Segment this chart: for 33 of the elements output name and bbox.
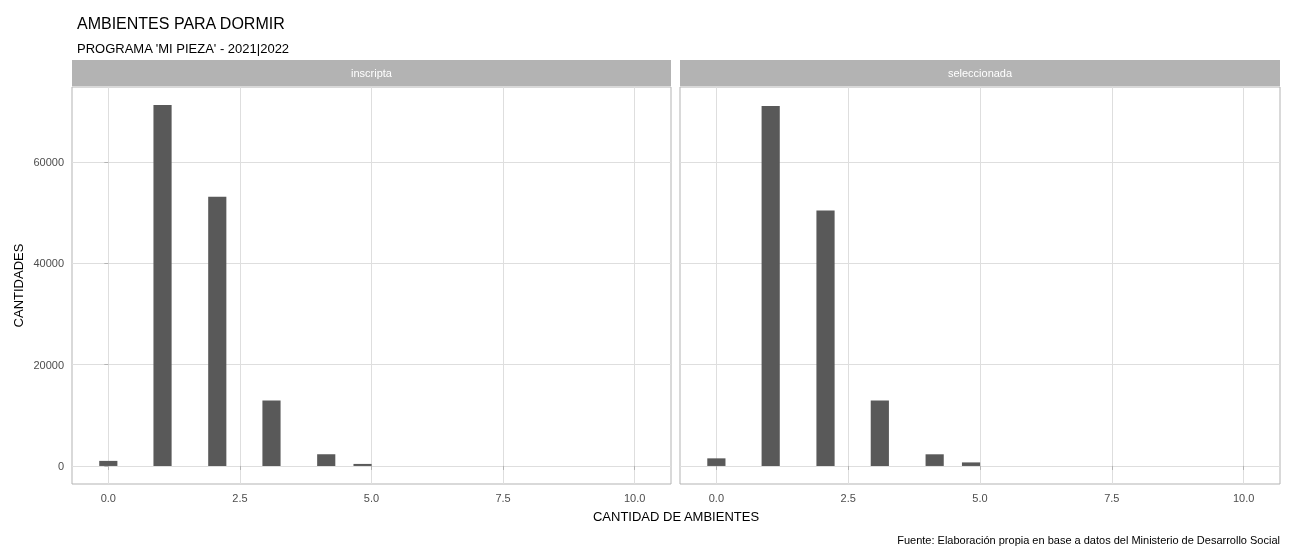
source-note: Fuente: Elaboración propia en base a datos del Ministerio de Desarrollo Social [897, 534, 1280, 546]
x-tick-label: 2.5 [232, 491, 248, 504]
bar [870, 400, 889, 466]
bar [961, 462, 981, 466]
x-tick-label: 5.0 [972, 491, 988, 504]
x-tick-label: 7.5 [495, 491, 511, 504]
y-tick-label: 60000 [33, 155, 64, 168]
chart-subtitle: PROGRAMA 'MI PIEZA' - 2021|2022 [77, 41, 290, 56]
x-tick-label: 2.5 [840, 491, 856, 504]
bar [707, 458, 726, 466]
bar [925, 454, 944, 466]
x-tick-label: 7.5 [1104, 491, 1120, 504]
x-tick-label: 10.0 [623, 491, 646, 504]
bar [99, 460, 118, 466]
bar [153, 105, 172, 466]
y-tick-label: 20000 [33, 358, 64, 371]
text: inscripta [351, 67, 393, 79]
bar [262, 400, 281, 466]
text: seleccionada [947, 67, 1013, 79]
bar [761, 106, 780, 466]
x-tick-label: 0.0 [100, 491, 116, 504]
x-axis-title: CANTIDAD DE AMBIENTES [592, 508, 760, 524]
y-axis-title: CANTIDADES [10, 243, 26, 328]
x-tick-label: 0.0 [708, 491, 725, 504]
bar [353, 463, 372, 466]
bar [816, 210, 835, 466]
x-tick-label: 5.0 [363, 491, 380, 504]
bar [317, 454, 336, 466]
x-tick-label: 10.0 [1232, 491, 1255, 504]
y-tick-label: 0 [57, 459, 64, 472]
y-tick-label: 40000 [33, 257, 64, 270]
chart-title: AMBIENTES PARA DORMIR [77, 14, 285, 32]
bar [208, 196, 227, 466]
